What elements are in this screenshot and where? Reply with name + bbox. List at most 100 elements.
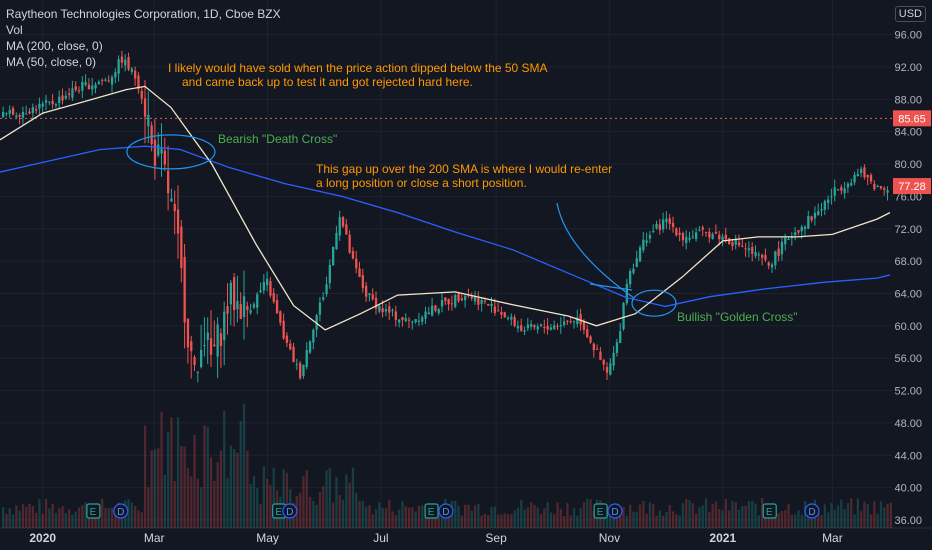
- volume-bar: [681, 503, 685, 528]
- dividend-marker: [438, 503, 454, 519]
- candle: [384, 303, 388, 317]
- candle: [790, 232, 793, 246]
- volume-bar: [48, 508, 51, 528]
- candle: [619, 323, 622, 344]
- volume-bar: [886, 503, 889, 528]
- volume-bar: [467, 504, 470, 528]
- candle: [714, 224, 718, 234]
- volume-bar: [665, 511, 668, 528]
- candle: [51, 93, 54, 109]
- candle: [5, 112, 8, 117]
- volume-bar: [850, 498, 853, 528]
- gap-arrow-line: [589, 283, 633, 291]
- candle: [249, 303, 252, 315]
- volume-bar: [747, 501, 751, 528]
- candle: [120, 50, 124, 69]
- volume-bar: [530, 501, 533, 528]
- volume-bar: [61, 506, 64, 528]
- volume-bar: [658, 510, 661, 528]
- candle: [431, 297, 434, 317]
- volume-bar: [384, 508, 388, 528]
- symbol-title[interactable]: Raytheon Technologies Corporation, 1D, C…: [6, 7, 281, 21]
- volume-bar: [708, 511, 711, 528]
- volume-bar: [619, 509, 622, 528]
- candle: [741, 238, 744, 248]
- volume-bar: [308, 497, 312, 528]
- candle: [275, 294, 279, 314]
- volume-bar: [233, 449, 236, 528]
- candle: [229, 280, 232, 326]
- candle: [869, 173, 873, 184]
- candle: [213, 320, 216, 347]
- candle: [681, 231, 685, 247]
- candle: [721, 233, 724, 247]
- volume-bar: [226, 477, 229, 528]
- candle: [361, 268, 364, 293]
- volume-bar: [869, 514, 873, 528]
- candle: [820, 202, 823, 217]
- volume-bar: [724, 498, 727, 528]
- candle: [520, 318, 523, 332]
- volume-bar: [592, 510, 595, 528]
- volume-bar: [236, 452, 239, 528]
- candle: [543, 319, 546, 334]
- candle: [176, 185, 180, 259]
- volume-bar: [259, 503, 262, 528]
- candle: [503, 311, 506, 318]
- candle: [242, 270, 246, 340]
- candle: [394, 305, 397, 327]
- volume-bar: [615, 514, 619, 528]
- candle: [833, 179, 836, 202]
- volume-bar: [622, 506, 625, 528]
- volume-bar: [840, 499, 843, 528]
- volume-bar: [58, 507, 61, 528]
- volume-bar: [388, 500, 391, 528]
- volume-bar: [411, 507, 414, 528]
- candle: [803, 225, 807, 236]
- candle: [35, 105, 38, 114]
- volume-bar: [374, 509, 378, 528]
- volume-bar: [120, 511, 124, 528]
- volume-bar: [68, 509, 71, 528]
- study-ma50[interactable]: MA (50, close, 0): [6, 55, 97, 69]
- volume-bar: [836, 505, 840, 528]
- candle: [744, 242, 747, 257]
- candle: [563, 315, 566, 328]
- volume-bar: [180, 446, 183, 528]
- candle: [770, 262, 774, 273]
- candle: [629, 268, 632, 289]
- volume-bar: [721, 510, 724, 528]
- candle: [117, 55, 120, 82]
- candle: [305, 342, 308, 370]
- volume-bar: [751, 500, 754, 528]
- volume-bar: [64, 513, 67, 528]
- candle: [873, 180, 876, 191]
- volume-bar: [427, 515, 430, 528]
- volume-bar: [219, 450, 223, 528]
- candle: [648, 230, 652, 244]
- study-volume[interactable]: Vol: [6, 23, 23, 37]
- candle: [516, 320, 520, 333]
- volume-bar: [140, 512, 143, 528]
- volume-bar: [553, 514, 556, 528]
- y-tick-label: 52.00: [894, 386, 922, 398]
- volume-bar: [559, 508, 562, 528]
- candle: [299, 360, 302, 380]
- candle: [140, 87, 143, 105]
- currency-button[interactable]: USD: [894, 6, 926, 22]
- candle: [8, 105, 11, 118]
- volume-bar: [322, 486, 325, 528]
- candle: [84, 74, 87, 87]
- volume-bar: [38, 499, 41, 528]
- candle: [153, 118, 157, 180]
- volume-bar: [790, 514, 793, 528]
- study-ma200[interactable]: MA (200, close, 0): [6, 39, 103, 53]
- candle: [807, 210, 810, 230]
- y-tick-label: 88.00: [894, 94, 922, 106]
- volume-bar: [246, 450, 249, 528]
- volume-bar: [487, 514, 490, 528]
- candle: [450, 295, 454, 311]
- volume-bar: [282, 469, 285, 528]
